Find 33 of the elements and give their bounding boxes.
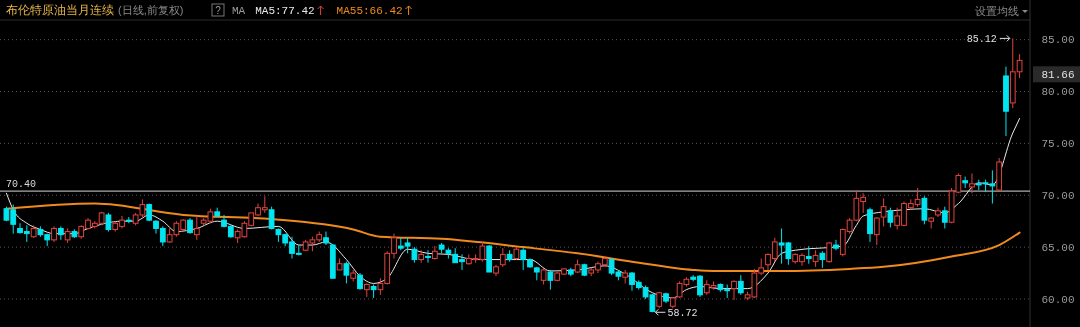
candlestick: [731, 279, 737, 301]
y-tick-label: 70.00: [1041, 190, 1075, 203]
annotation: 58.72: [667, 307, 698, 319]
candlestick: [941, 206, 948, 229]
candlestick: [499, 247, 506, 268]
candlestick: [425, 249, 431, 264]
y-tick-label: 65.00: [1041, 241, 1075, 254]
candlestick: [323, 231, 329, 246]
annotation: 85.12: [966, 33, 997, 45]
line-series: [5, 117, 1021, 299]
candlestick: [547, 269, 554, 291]
text: MA: [232, 5, 246, 17]
y-tick-label: 60.00: [1041, 293, 1075, 306]
candlestick: [833, 239, 839, 251]
y-tick-label: 75.00: [1041, 138, 1075, 151]
text: ?: [215, 5, 222, 16]
y-tick-label: 80.00: [1041, 86, 1075, 99]
chart-title: 布伦特原油当月连续: [6, 3, 114, 17]
text: 设置均线: [975, 5, 1019, 17]
text: MA5:77.42: [255, 5, 315, 17]
candlestick: [343, 261, 350, 284]
y-tick-label: 85.00: [1041, 34, 1075, 47]
candlestick: [105, 212, 112, 233]
legend-label: MA55:66.42: [336, 5, 403, 17]
candlestick: [737, 274, 744, 296]
candlestick: [969, 172, 975, 194]
candlestick: [921, 195, 928, 225]
candlestick: [867, 207, 873, 243]
chart-subtitle: (日线,前复权): [118, 4, 184, 16]
candlestick: [887, 207, 894, 228]
ref-line-label: 70.40: [6, 179, 37, 191]
candlestick: [193, 215, 200, 241]
text: 81.66: [1041, 69, 1075, 82]
